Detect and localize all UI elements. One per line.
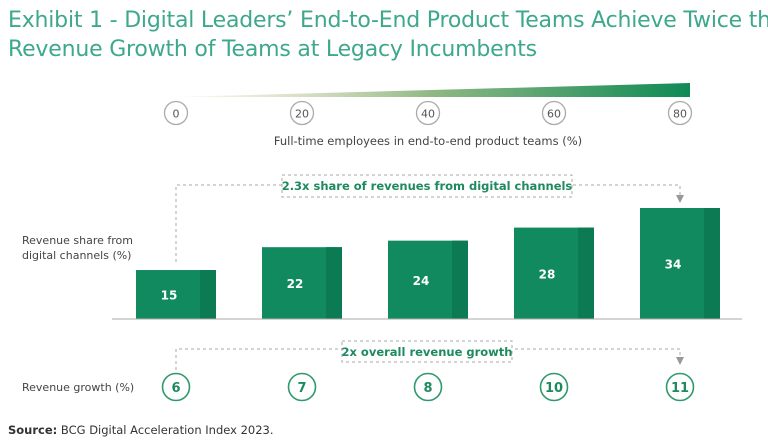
scale-tick-label: 60 (547, 108, 561, 121)
scale-tick-circle (163, 100, 189, 126)
bar: 34 (640, 208, 720, 319)
growth-row-label: Revenue growth (%) (22, 381, 134, 394)
source-label: Source: (8, 423, 58, 437)
source-text: BCG Digital Acceleration Index 2023. (57, 423, 274, 437)
growth-marker: 6 (161, 372, 191, 402)
growth-circle (413, 372, 443, 402)
bar-shade (452, 240, 468, 319)
revenue-share-callout: 2.3x share of revenues from digital chan… (282, 179, 573, 193)
gradient-wedge (176, 83, 690, 97)
scale-tick-circle (667, 100, 693, 126)
growth-circle (665, 372, 695, 402)
scale-tick: 60 (541, 100, 567, 126)
revenue-share-annotation: 2.3x share of revenues from digital chan… (175, 174, 684, 262)
title-line-2: Revenue Growth of Teams at Legacy Incumb… (8, 37, 537, 62)
scale-axis-label: Full-time employees in end-to-end produc… (274, 134, 582, 148)
growth-marker: 10 (539, 372, 569, 402)
growth-value-label: 10 (545, 381, 563, 396)
growth-value-label: 8 (423, 381, 432, 396)
scale-tick-label: 20 (295, 108, 309, 121)
growth-circle (287, 372, 317, 402)
bar: 22 (262, 247, 342, 319)
growth-callout: 2x overall revenue growth (342, 345, 513, 359)
scale-tick: 40 (415, 100, 441, 126)
bar-value-label: 28 (539, 267, 556, 281)
growth-value-label: 6 (171, 381, 180, 396)
bar: 15 (136, 270, 216, 319)
bar: 24 (388, 240, 468, 319)
scale-tick: 80 (667, 100, 693, 126)
bar-shade (200, 270, 216, 319)
scale-tick-label: 0 (173, 108, 180, 121)
scale-tick-circle (541, 100, 567, 126)
scale-tick-label: 80 (673, 108, 687, 121)
bars-y-label: Revenue share from digital channels (%) (22, 234, 137, 262)
bar-shade (704, 208, 720, 319)
scale-tick-label: 40 (421, 108, 435, 121)
growth-circle (161, 372, 191, 402)
growth-circle (539, 372, 569, 402)
growth-marker: 11 (665, 372, 695, 402)
scale-tick-circle (289, 100, 315, 126)
growth-annotation: 2x overall revenue growth (175, 340, 684, 370)
growth-value-label: 11 (671, 381, 689, 396)
bar: 28 (514, 227, 594, 319)
scale-tick: 20 (289, 100, 315, 126)
bar-value-label: 15 (161, 289, 178, 303)
scale-tick: 0 (163, 100, 189, 126)
scale-tick-circle (415, 100, 441, 126)
growth-value-label: 7 (297, 381, 306, 396)
chart-title: Exhibit 1 - Digital Leaders’ End-to-End … (8, 6, 768, 64)
growth-marker: 7 (287, 372, 317, 402)
bar-value-label: 22 (287, 277, 304, 291)
bars-y-label-line-1: Revenue share from (22, 234, 133, 247)
bars-y-label-line-2: digital channels (%) (22, 249, 131, 262)
source-note: Source: BCG Digital Acceleration Index 2… (8, 423, 274, 437)
bar-shade (326, 247, 342, 319)
title-line-1: Exhibit 1 - Digital Leaders’ End-to-End … (8, 8, 768, 33)
bar-value-label: 34 (665, 258, 682, 272)
bar-value-label: 24 (413, 274, 430, 288)
growth-marker: 8 (413, 372, 443, 402)
bar-shade (578, 227, 594, 319)
